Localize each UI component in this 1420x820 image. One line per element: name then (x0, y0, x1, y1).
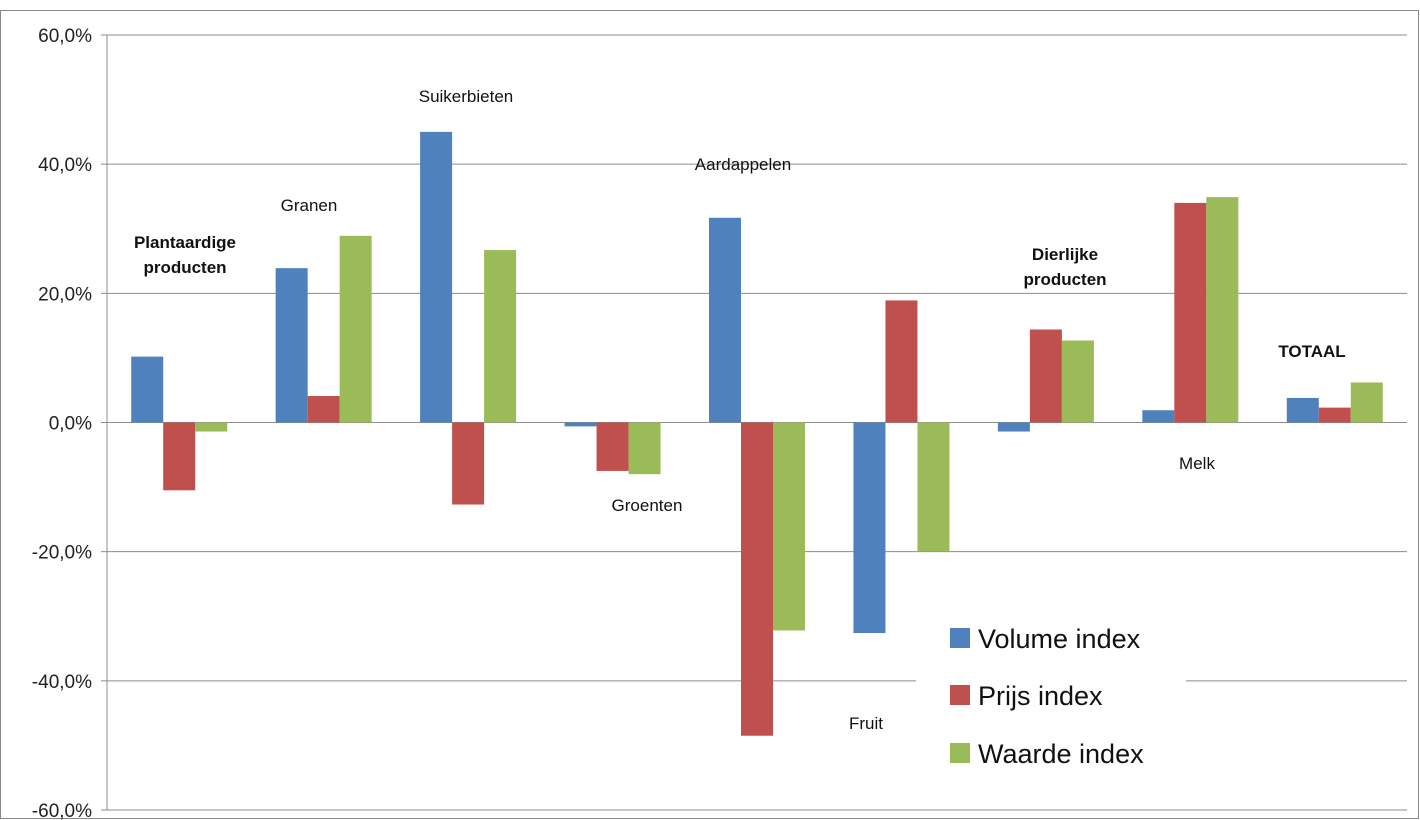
category-label-0: Plantaardige producten (134, 233, 236, 277)
category-label-1: Granen (281, 196, 338, 215)
legend-swatch-0 (950, 628, 970, 648)
category-label-3: Groenten (612, 496, 683, 515)
bars (131, 131, 1383, 736)
y-tick-label: 40,0% (38, 155, 92, 176)
legend-label-1: Prijs index (978, 681, 1103, 711)
bar-volume-index-7 (1142, 410, 1175, 423)
category-label-6: Dierlijke producten (1023, 245, 1106, 289)
legend: Volume index Prijs index Waarde index (916, 612, 1186, 784)
bar-waarde-index-2 (484, 250, 517, 423)
bar-volume-index-2 (420, 131, 453, 423)
bar-waarde-index-7 (1206, 197, 1239, 423)
bar-waarde-index-3 (628, 422, 661, 475)
bar-prijs-index-6 (1029, 329, 1062, 423)
category-label-2: Suikerbieten (419, 87, 514, 106)
bar-prijs-index-2 (452, 422, 485, 505)
legend-label-0: Volume index (978, 624, 1141, 654)
category-label-8: TOTAAL (1278, 342, 1345, 361)
bar-prijs-index-8 (1318, 407, 1351, 423)
bar-volume-index-4 (709, 217, 741, 423)
legend-swatch-1 (950, 685, 970, 705)
bar-waarde-index-0 (195, 422, 228, 432)
bar-waarde-index-1 (339, 235, 372, 423)
y-tick-label: -40,0% (32, 672, 92, 693)
bar-volume-index-3 (564, 422, 597, 427)
bar-prijs-index-4 (741, 422, 773, 736)
bar-volume-index-0 (131, 356, 164, 423)
bar-prijs-index-7 (1174, 202, 1207, 423)
category-label-7: Melk (1179, 454, 1215, 473)
bar-volume-index-6 (997, 422, 1030, 432)
y-tick-label: -60,0% (32, 801, 92, 820)
bar-waarde-index-6 (1061, 340, 1094, 423)
bar-volume-index-5 (853, 422, 886, 634)
chart-border (0, 10, 1419, 819)
y-tick-label: 60,0% (38, 26, 92, 47)
category-labels: Plantaardige producten Granen Suikerbieten G… (134, 87, 1346, 733)
bar-prijs-index-3 (596, 422, 629, 471)
y-tick-label: 0,0% (49, 414, 92, 435)
bar-volume-index-1 (275, 268, 308, 423)
bar-waarde-index-5 (917, 422, 950, 552)
category-label-5: Fruit (849, 714, 883, 733)
bar-prijs-index-5 (885, 300, 918, 423)
bar-prijs-index-1 (307, 396, 340, 423)
bar-waarde-index-8 (1350, 382, 1383, 423)
legend-swatch-2 (950, 743, 970, 763)
category-label-4: Aardappelen (695, 155, 791, 174)
bar-waarde-index-4 (773, 422, 805, 631)
y-tick-label: -20,0% (32, 543, 92, 564)
y-tick-label: 20,0% (38, 284, 92, 305)
bar-prijs-index-0 (163, 422, 196, 491)
legend-label-2: Waarde index (978, 739, 1144, 769)
bar-volume-index-8 (1286, 397, 1319, 423)
